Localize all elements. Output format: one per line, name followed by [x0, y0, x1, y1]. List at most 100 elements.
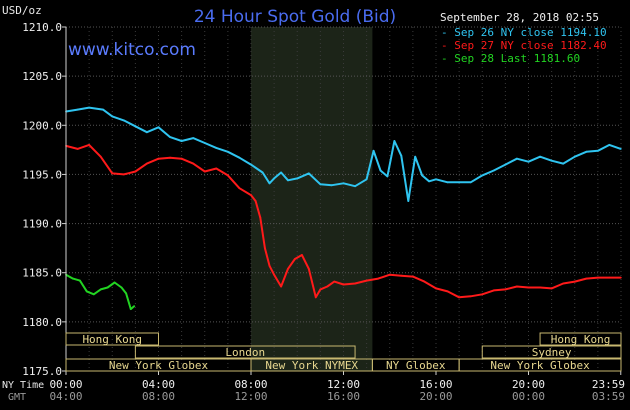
series-point	[76, 148, 79, 150]
series-point	[92, 293, 95, 296]
series-point	[192, 137, 195, 140]
axes: 1175.0 1180.0 1185.0 1190.0 1195.0 1200.0 1205…	[22, 21, 625, 403]
series-point	[585, 277, 588, 280]
x-tick-label-gmt: 12:00	[234, 390, 267, 403]
chart-timestamp: September 28, 2018 02:55	[440, 11, 599, 24]
series-point	[400, 274, 403, 277]
series-point	[492, 169, 495, 172]
market-label: Sydney	[532, 346, 572, 359]
legend-entry: - Sep 27 NY close 1182.40	[441, 39, 607, 52]
series-point	[319, 288, 322, 291]
market-sessions: Hong Kong London New York Globex New York N…	[65, 332, 622, 372]
series-point	[573, 280, 576, 283]
series-point	[111, 115, 114, 118]
series-point	[458, 296, 460, 299]
series-point	[301, 254, 303, 256]
series-point	[562, 162, 565, 165]
series-point	[446, 290, 449, 293]
series-line-2	[65, 143, 621, 299]
market-box	[539, 332, 622, 346]
series-point	[273, 273, 275, 276]
series-point	[169, 156, 172, 159]
series-point	[254, 200, 257, 202]
series-point	[504, 288, 507, 291]
series-point	[342, 283, 345, 286]
x-tick-label-ny: 12:00	[327, 378, 360, 391]
series-point	[562, 282, 565, 285]
series-point	[180, 140, 183, 142]
market-label: London	[225, 346, 265, 359]
series-line-3	[65, 273, 135, 311]
x-tick-label-ny: 20:00	[512, 378, 545, 391]
series-point	[481, 293, 484, 296]
y-axis-unit: USD/oz	[2, 4, 42, 17]
series-point	[527, 160, 530, 163]
x-tick-label-gmt: 08:00	[142, 390, 175, 403]
series-point	[597, 149, 599, 152]
x-tick-label-ny: 04:00	[142, 378, 175, 391]
series-point	[106, 286, 109, 289]
series-point	[146, 162, 148, 165]
series-point	[146, 131, 148, 134]
series-point	[365, 279, 368, 282]
series-point	[280, 171, 282, 174]
website-link[interactable]: www.kitco.com	[68, 40, 196, 60]
series-point	[469, 295, 472, 298]
series-point	[125, 292, 127, 295]
series-point	[421, 174, 423, 177]
legend-entry: - Sep 26 NY close 1194.10	[441, 26, 607, 39]
series-point	[122, 173, 125, 176]
series-point	[393, 140, 396, 142]
market-box	[65, 332, 159, 346]
series-point	[388, 273, 391, 276]
series-point	[608, 276, 611, 279]
series-point	[597, 276, 599, 279]
series-point	[227, 174, 229, 177]
legend: - Sep 26 NY close 1194.10- Sep 27 NY clo…	[441, 26, 607, 65]
series-point	[372, 149, 375, 152]
series-point	[169, 136, 172, 139]
series-point	[157, 126, 160, 129]
series-point	[516, 157, 518, 160]
x-tick-label-gmt: 04:00	[49, 390, 82, 403]
series-point	[550, 159, 553, 162]
grid-lines	[65, 26, 622, 372]
series-point	[273, 177, 275, 180]
series-point	[573, 155, 576, 158]
tz-label-ny: NY Time	[2, 380, 44, 391]
series-point	[307, 267, 310, 270]
y-tick-label: 1205.0	[22, 70, 62, 83]
market-label: NY Globex	[386, 359, 446, 372]
x-tick-label-gmt: 20:00	[419, 390, 452, 403]
x-tick-label-gmt: 03:59	[592, 390, 625, 403]
series-point	[88, 106, 90, 109]
series-point	[307, 172, 310, 175]
series-point	[386, 175, 389, 178]
series-point	[129, 308, 132, 310]
series-point	[400, 154, 403, 157]
series-point	[458, 181, 460, 184]
market-box	[134, 345, 356, 359]
y-tick-label: 1210.0	[22, 21, 62, 34]
series-point	[215, 167, 218, 170]
series-point	[326, 285, 329, 288]
y-tick-label: 1195.0	[22, 168, 62, 181]
x-tick-label-ny: 00:00	[49, 378, 82, 391]
x-tick-label-ny: 23:59	[592, 378, 625, 391]
series-point	[354, 185, 356, 188]
legend-entry: - Sep 28 Last 1181.60	[441, 52, 580, 65]
series-point	[619, 148, 622, 150]
series-point	[407, 200, 410, 202]
market-label: Hong Kong	[551, 333, 611, 346]
series-point	[539, 155, 541, 158]
series-point	[280, 285, 282, 288]
series-point	[469, 181, 472, 184]
series-point	[79, 279, 81, 282]
x-tick-label-gmt: 16:00	[327, 390, 360, 403]
series-point	[238, 156, 241, 159]
market-label: New York Globex	[109, 359, 209, 372]
series-point	[550, 287, 553, 290]
series-point	[157, 157, 160, 160]
series-point	[319, 183, 322, 186]
series-point	[122, 119, 125, 122]
